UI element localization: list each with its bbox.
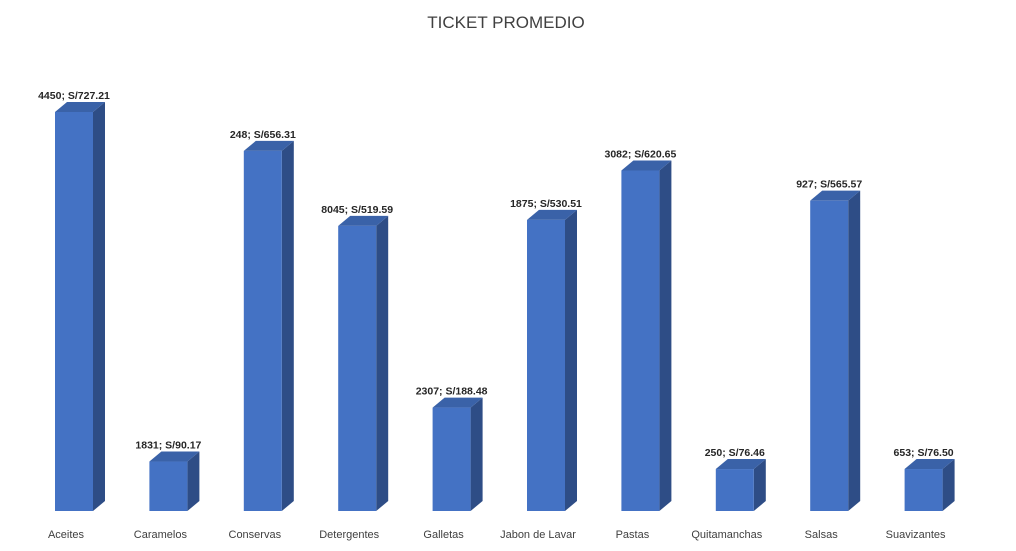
chart-title: TICKET PROMEDIO xyxy=(427,13,584,32)
data-label-conservas: 248; S/656.31 xyxy=(230,129,296,141)
data-label-quitamanchas: 250; S/76.46 xyxy=(705,447,765,459)
bar-detergentes xyxy=(338,215,389,511)
bar-caramelos xyxy=(149,451,200,511)
bar-quitamanchas xyxy=(715,459,766,511)
category-label-quitamanchas: Quitamanchas xyxy=(691,529,762,541)
data-label-jabon-de-lavar: 1875; S/530.51 xyxy=(510,198,582,210)
bar-aceites xyxy=(55,102,105,511)
bar-side-galletas xyxy=(470,397,483,511)
bar-front-pastas xyxy=(621,170,660,511)
category-label-pastas: Pastas xyxy=(616,529,650,541)
bar-salsas xyxy=(810,190,861,512)
bar-front-suavizantes xyxy=(904,469,943,511)
bar-top-jabon-de-lavar xyxy=(527,209,577,220)
bar-front-galletas xyxy=(432,407,471,511)
bar-jabon-de-lavar xyxy=(527,209,577,512)
category-label-caramelos: Caramelos xyxy=(134,529,188,541)
bars-layer xyxy=(55,102,955,512)
data-label-galletas: 2307; S/188.48 xyxy=(416,386,488,398)
category-label-suavizantes: Suavizantes xyxy=(886,529,946,541)
bar-side-salsas xyxy=(848,190,861,512)
bar-top-caramelos xyxy=(149,451,200,462)
labels-layer: 4450; S/727.21 Aceites 1831; S/90.17 Carame… xyxy=(38,90,954,541)
bar-front-quitamanchas xyxy=(715,469,754,511)
category-label-conservas: Conservas xyxy=(229,529,282,541)
bar-top-salsas xyxy=(810,190,861,201)
bar-top-suavizantes xyxy=(904,459,955,470)
bar-top-aceites xyxy=(55,102,105,112)
data-label-suavizantes: 653; S/76.50 xyxy=(894,447,954,459)
bar-front-detergentes xyxy=(338,225,377,511)
bar-galletas xyxy=(432,397,483,511)
bar-suavizantes xyxy=(904,459,955,511)
data-label-pastas: 3082; S/620.65 xyxy=(604,148,676,160)
bar-front-aceites xyxy=(55,112,93,511)
category-label-aceites: Aceites xyxy=(48,529,85,541)
bar-pastas xyxy=(621,160,672,511)
bar-side-suavizantes xyxy=(942,459,955,511)
bar-side-aceites xyxy=(93,102,105,511)
bar-side-jabon-de-lavar xyxy=(565,209,577,512)
bar-top-detergentes xyxy=(338,215,389,226)
bar-side-conservas xyxy=(281,140,294,511)
category-label-galletas: Galletas xyxy=(423,529,464,541)
bar-front-jabon-de-lavar xyxy=(527,219,565,512)
bar-front-salsas xyxy=(810,200,849,512)
bar-top-pastas xyxy=(621,160,672,171)
bar-side-caramelos xyxy=(187,451,200,511)
bar-side-detergentes xyxy=(376,215,389,511)
bar-side-quitamanchas xyxy=(753,459,766,511)
bar-side-pastas xyxy=(659,160,672,511)
data-label-detergentes: 8045; S/519.59 xyxy=(321,204,393,216)
category-label-detergentes: Detergentes xyxy=(319,529,379,541)
data-label-caramelos: 1831; S/90.17 xyxy=(135,440,201,452)
category-label-salsas: Salsas xyxy=(805,529,839,541)
data-label-salsas: 927; S/565.57 xyxy=(796,179,862,191)
bar-top-conservas xyxy=(243,140,294,151)
bar-conservas xyxy=(243,140,294,511)
data-label-aceites: 4450; S/727.21 xyxy=(38,90,110,102)
bar-top-quitamanchas xyxy=(715,459,766,470)
bar-front-caramelos xyxy=(149,461,188,511)
bar-top-galletas xyxy=(432,397,483,408)
category-label-jabon-de-lavar: Jabon de Lavar xyxy=(500,529,576,541)
bar-front-conservas xyxy=(243,150,282,511)
